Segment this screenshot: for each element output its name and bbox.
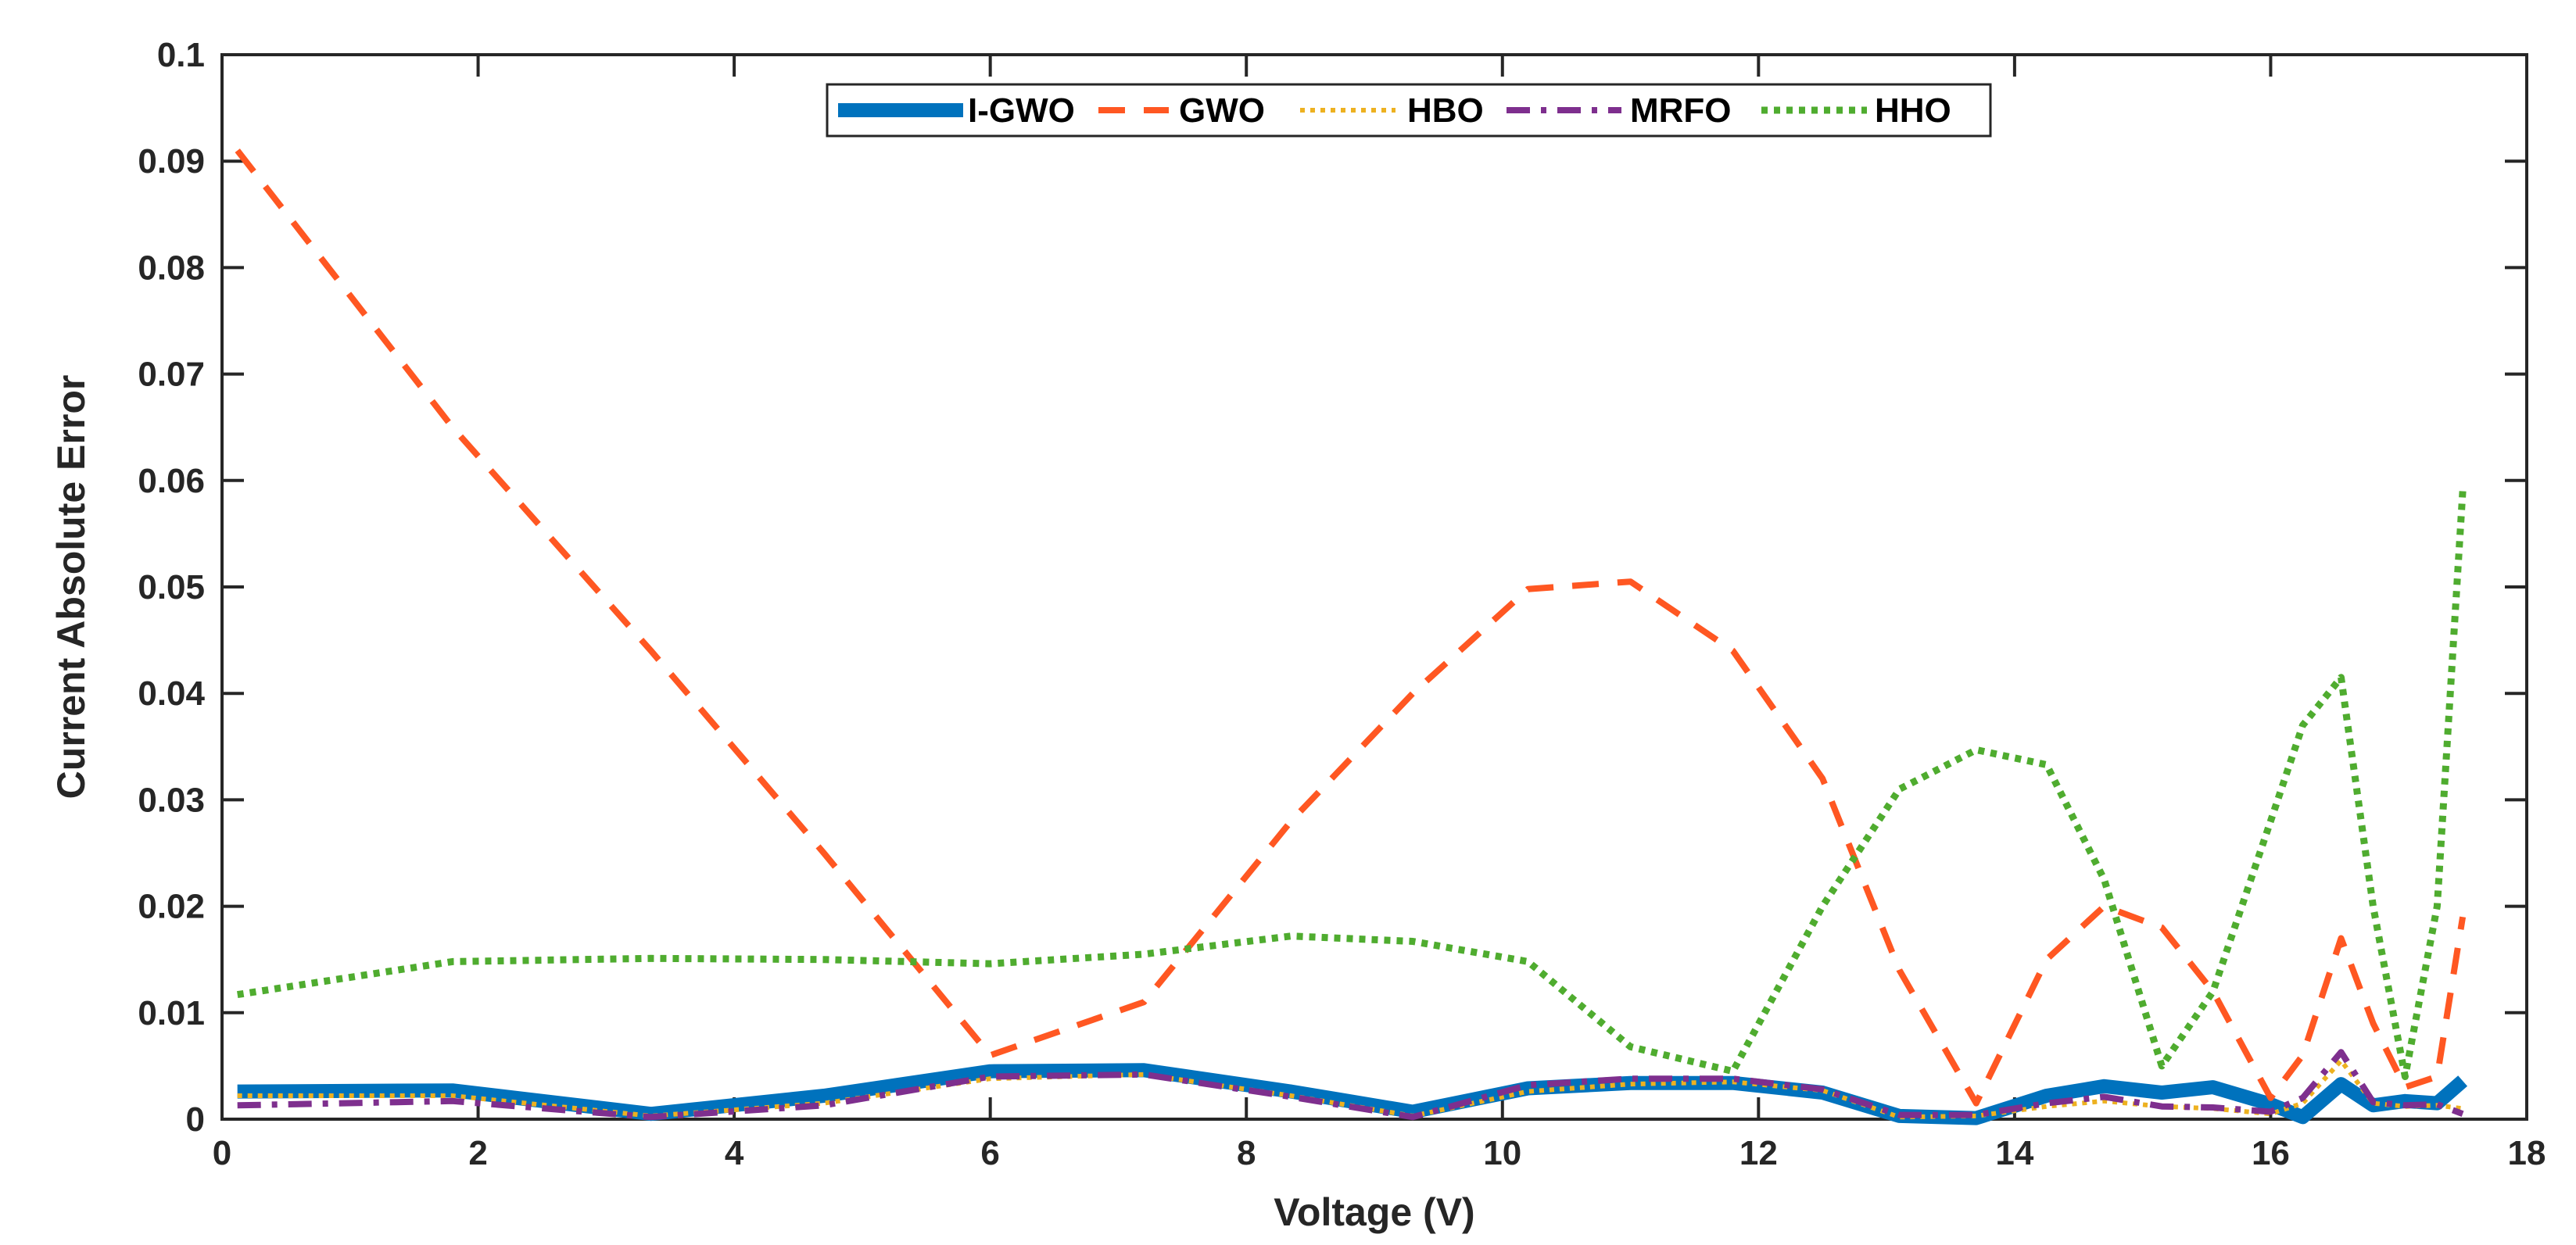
series-line-gwo xyxy=(235,148,2467,1107)
x-tick-label: 18 xyxy=(2508,1134,2546,1172)
y-axis-label: Current Absolute Error xyxy=(49,375,93,800)
legend-label-gwo: GWO xyxy=(1179,91,1265,130)
y-tick-label: 0.09 xyxy=(138,142,205,181)
x-tick-label: 6 xyxy=(980,1134,999,1172)
legend: I-GWO GWO HBO MRFO HHO xyxy=(826,83,1992,138)
y-tick-label: 0.07 xyxy=(138,356,205,394)
x-tick-label: 14 xyxy=(1995,1134,2033,1172)
y-tick-label: 0 xyxy=(186,1100,205,1139)
x-tick-label: 2 xyxy=(468,1134,487,1172)
x-tick-label: 4 xyxy=(725,1134,744,1172)
series-line-hbo xyxy=(237,1058,2463,1120)
legend-box xyxy=(826,83,1992,138)
legend-label-mrfo: MRFO xyxy=(1630,91,1732,130)
axis-ticks xyxy=(220,53,2528,1121)
y-tick-label: 0.01 xyxy=(138,994,205,1032)
series-line-hho xyxy=(237,491,2467,1080)
legend-label-hbo: HBO xyxy=(1407,91,1484,130)
series-line-mrfo xyxy=(237,1049,2464,1121)
x-axis-label: Voltage (V) xyxy=(1274,1190,1474,1234)
x-tick-label: 8 xyxy=(1237,1134,1256,1172)
x-tick-label: 10 xyxy=(1483,1134,1521,1172)
y-tick-label: 0.06 xyxy=(138,462,205,500)
x-tick-label: 16 xyxy=(2252,1134,2290,1172)
y-tick-label: 0.02 xyxy=(138,888,205,926)
legend-label-i-gwo: I-GWO xyxy=(968,91,1075,130)
x-tick-labels: 0 2 4 6 8 10 12 14 16 18 xyxy=(213,1134,2546,1172)
y-tick-label: 0.03 xyxy=(138,781,205,819)
y-tick-label: 0.04 xyxy=(138,674,205,713)
y-tick-label: 0.1 xyxy=(157,36,205,74)
y-tick-label: 0.08 xyxy=(138,249,205,287)
plot-area xyxy=(220,53,2528,1121)
series-lines xyxy=(235,148,2468,1125)
legend-label-hho: HHO xyxy=(1875,91,1951,130)
x-tick-label: 0 xyxy=(213,1134,231,1172)
y-tick-labels: 0 0.01 0.02 0.03 0.04 0.05 0.06 0.07 0.08 0.09 0.1 xyxy=(138,36,205,1139)
y-tick-label: 0.05 xyxy=(138,568,205,606)
x-tick-label: 12 xyxy=(1739,1134,1778,1172)
